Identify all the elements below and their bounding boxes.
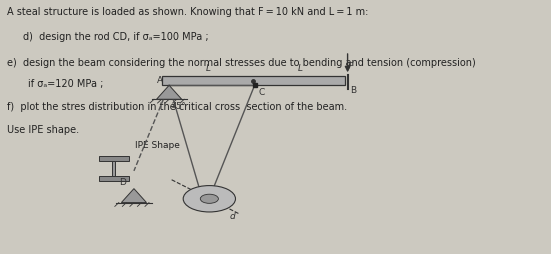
Text: if σₐ=120 MPa ;: if σₐ=120 MPa ; [28, 79, 104, 89]
Circle shape [201, 195, 218, 203]
Text: 45°: 45° [171, 102, 186, 111]
Text: IPE Shape: IPE Shape [136, 141, 180, 150]
Bar [99, 176, 129, 181]
Bar [99, 156, 129, 161]
Text: d)  design the rod CD, if σₐ=100 MPa ;: d) design the rod CD, if σₐ=100 MPa ; [23, 32, 209, 42]
Bar [112, 161, 115, 176]
Text: L: L [206, 64, 210, 73]
Bar [161, 77, 345, 86]
Circle shape [183, 186, 235, 212]
Text: L: L [298, 64, 302, 73]
Text: C: C [258, 87, 265, 96]
Text: B: B [350, 86, 356, 95]
Text: d: d [229, 212, 235, 220]
Text: e)  design the beam considering the normal stresses due to bending and tension (: e) design the beam considering the norma… [7, 57, 476, 68]
Text: A: A [157, 76, 163, 85]
Text: f)  plot the stres distribution in the critical cross  section of the beam.: f) plot the stres distribution in the cr… [7, 102, 347, 112]
Text: A steal structure is loaded as shown. Knowing that F = 10 kN and L = 1 m:: A steal structure is loaded as shown. Kn… [7, 7, 368, 17]
Polygon shape [121, 189, 147, 203]
Polygon shape [156, 86, 182, 100]
Text: F: F [348, 61, 353, 70]
Text: D: D [120, 177, 126, 186]
Text: Use IPE shape.: Use IPE shape. [7, 124, 79, 134]
